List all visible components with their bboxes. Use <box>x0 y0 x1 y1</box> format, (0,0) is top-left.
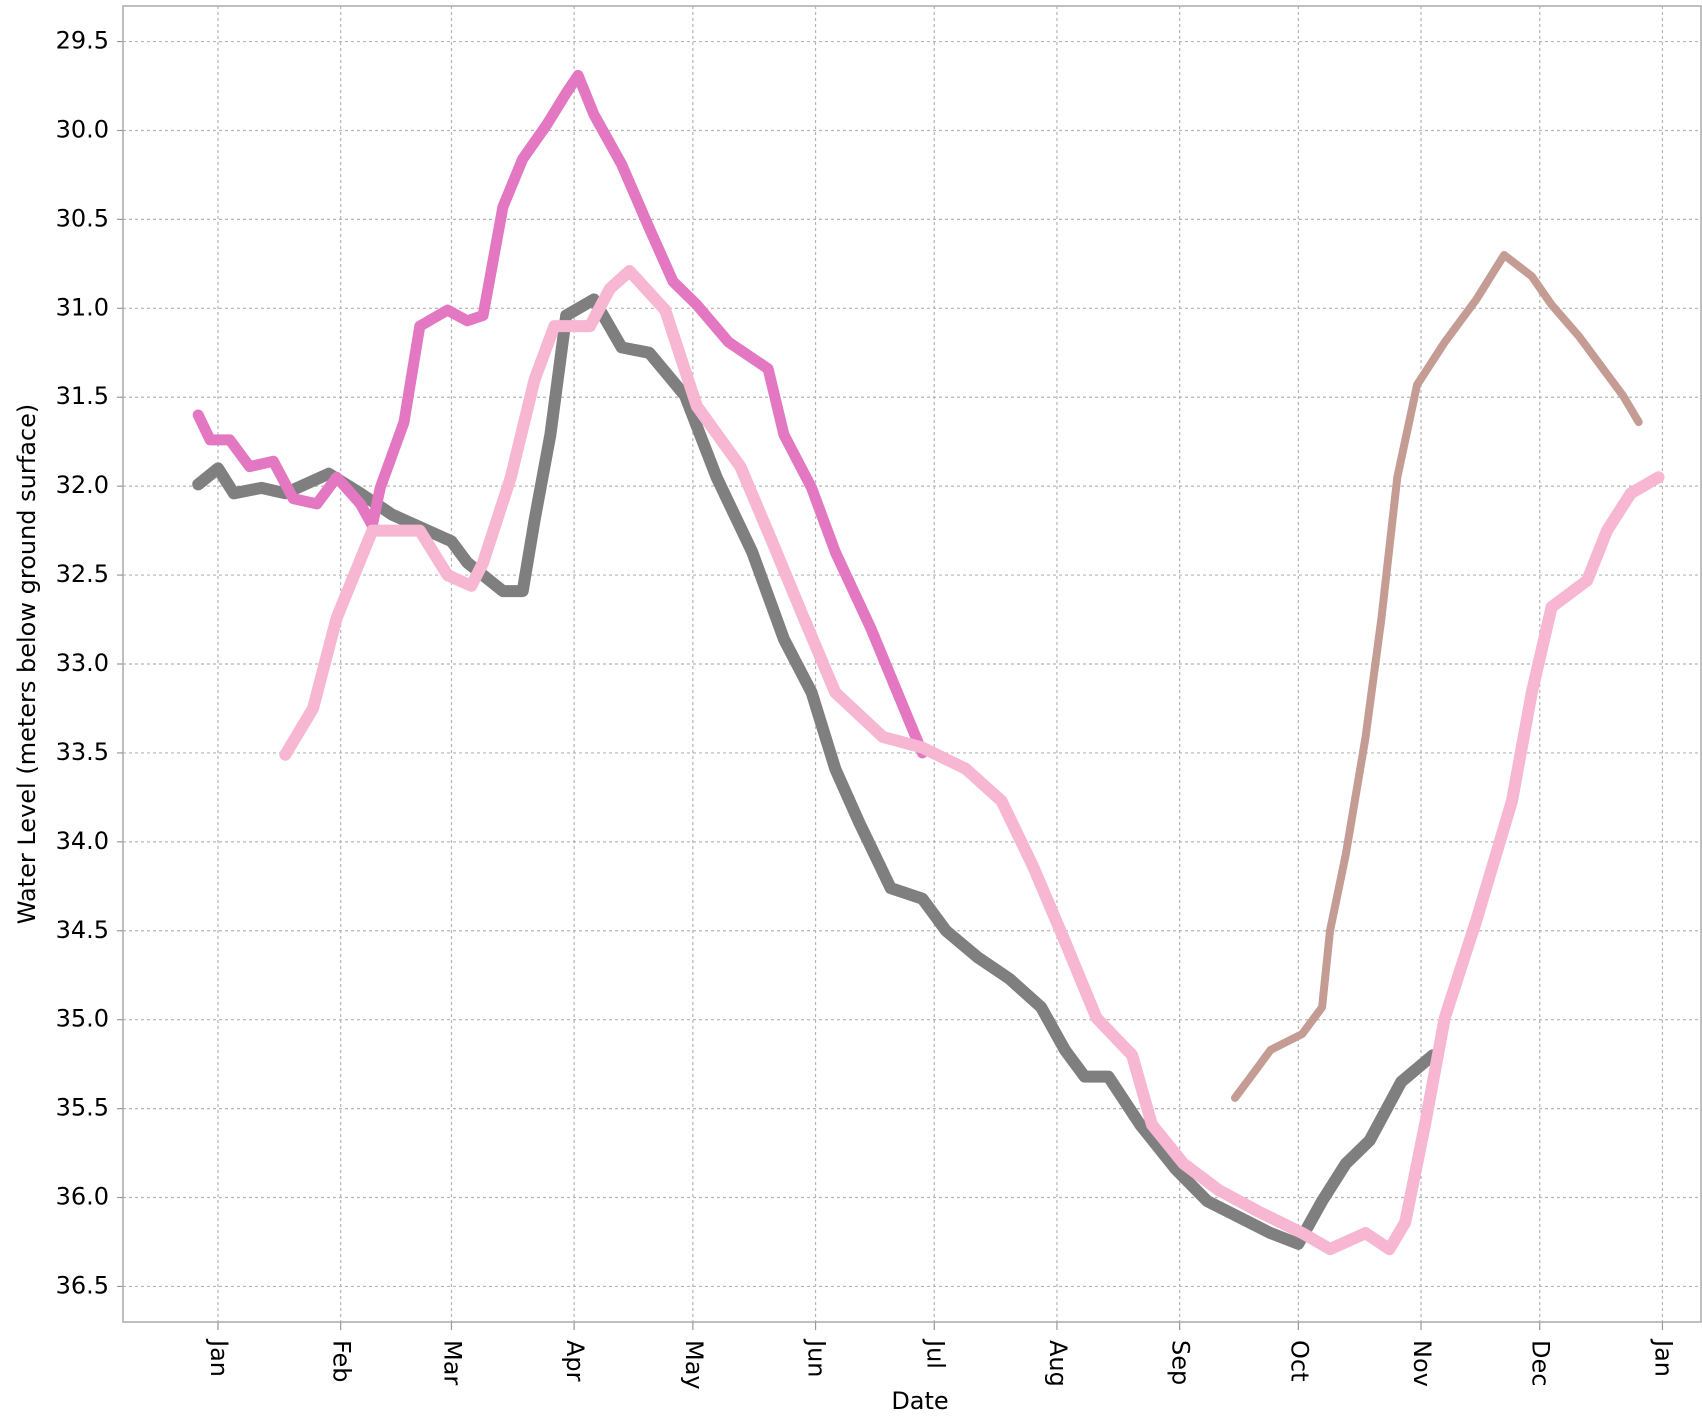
y-tick-label: 32.5 <box>56 560 109 588</box>
x-tick-label: Dec <box>1527 1340 1555 1386</box>
y-tick-label: 36.5 <box>56 1271 109 1299</box>
series-line <box>1231 251 1643 1102</box>
y-tick-label: 31.0 <box>56 293 109 321</box>
x-tick-label: Aug <box>1044 1340 1072 1387</box>
y-tick-label: 35.5 <box>56 1094 109 1122</box>
x-tick-label: Oct <box>1285 1340 1313 1382</box>
series-line <box>192 293 1439 1250</box>
x-tick-label: Mar <box>438 1340 466 1385</box>
y-tick-label: 33.5 <box>56 738 109 766</box>
x-tick-label: Apr <box>561 1340 589 1382</box>
series-line <box>192 69 928 759</box>
y-tick-label: 30.0 <box>56 115 109 143</box>
x-tick-label: May <box>680 1340 708 1390</box>
x-tick-label: Jun <box>803 1338 831 1378</box>
x-tick-label: Jan <box>205 1338 233 1377</box>
x-tick-label: Jul <box>921 1338 949 1369</box>
x-tick-label: Feb <box>328 1340 356 1383</box>
y-tick-label: 34.5 <box>56 916 109 944</box>
y-tick-label: 30.5 <box>56 204 109 232</box>
y-tick-label: 35.0 <box>56 1005 109 1033</box>
y-tick-label: 31.5 <box>56 382 109 410</box>
x-tick-label: Sep <box>1167 1340 1195 1385</box>
series-line <box>279 265 1665 1256</box>
y-tick-label: 34.0 <box>56 827 109 855</box>
y-tick-label: 29.5 <box>56 27 109 55</box>
x-axis-label: Date <box>891 1387 948 1415</box>
y-tick-label: 32.0 <box>56 471 109 499</box>
y-tick-label: 33.0 <box>56 649 109 677</box>
y-axis-label: Water Level (meters below ground surface… <box>13 404 41 924</box>
x-tick-label: Jan <box>1649 1338 1677 1377</box>
x-tick-label: Nov <box>1408 1340 1436 1387</box>
y-tick-label: 36.0 <box>56 1183 109 1211</box>
